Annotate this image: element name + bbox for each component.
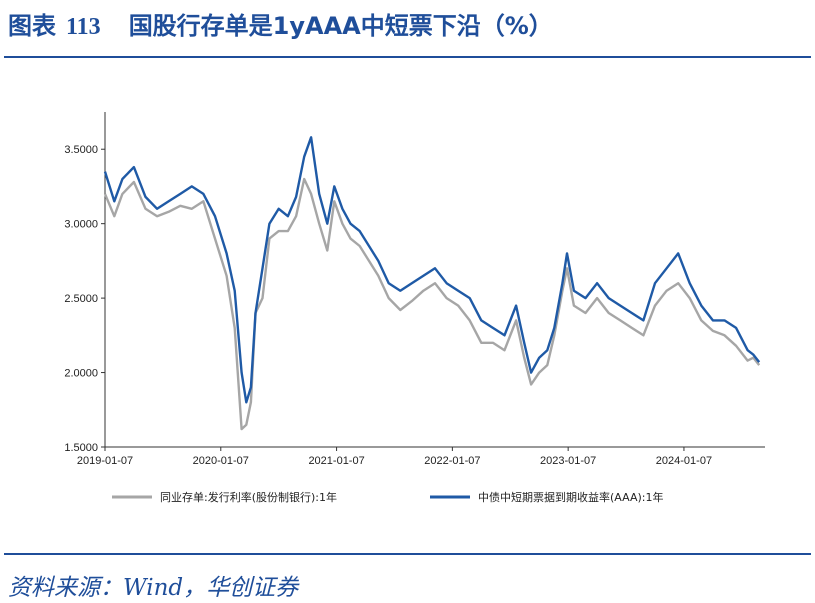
y-tick-label: 3.0000	[64, 219, 98, 231]
y-tick-label: 3.5000	[64, 144, 98, 156]
source-note: 资料来源：Wind，华创证券	[8, 575, 299, 601]
x-tick-label: 2024-01-07	[656, 455, 712, 467]
figure-number: 113	[66, 14, 101, 40]
x-tick-label: 2022-01-07	[424, 455, 480, 467]
top-rule	[4, 56, 811, 58]
x-tick-label: 2023-01-07	[540, 455, 596, 467]
x-tick-label: 2020-01-07	[193, 455, 249, 467]
legend-label-1: 同业存单:发行利率(股份制银行):1年	[160, 490, 337, 504]
x-tick-label: 2021-01-07	[308, 455, 364, 467]
line-chart: 1.5000 2.0000 2.5000 3.0000 3.5000 2019-01-07…	[64, 112, 765, 504]
y-tick-label: 2.5000	[64, 293, 98, 305]
x-tick-label: 2019-01-07	[77, 455, 133, 467]
figure-title-text: 国股行存单是1yAAA中短票下沿（%）	[128, 12, 553, 40]
legend-label-2: 中债中短期票据到期收益率(AAA):1年	[478, 490, 663, 504]
y-tick-label: 2.0000	[64, 368, 98, 380]
series-line-1	[103, 177, 761, 431]
bottom-rule	[4, 553, 811, 555]
figure-label: 图表	[8, 12, 56, 40]
series-line-2	[103, 136, 761, 404]
y-tick-label: 1.5000	[64, 442, 98, 454]
figure-title: 图表 113 国股行存单是1yAAA中短票下沿（%）	[8, 6, 553, 41]
